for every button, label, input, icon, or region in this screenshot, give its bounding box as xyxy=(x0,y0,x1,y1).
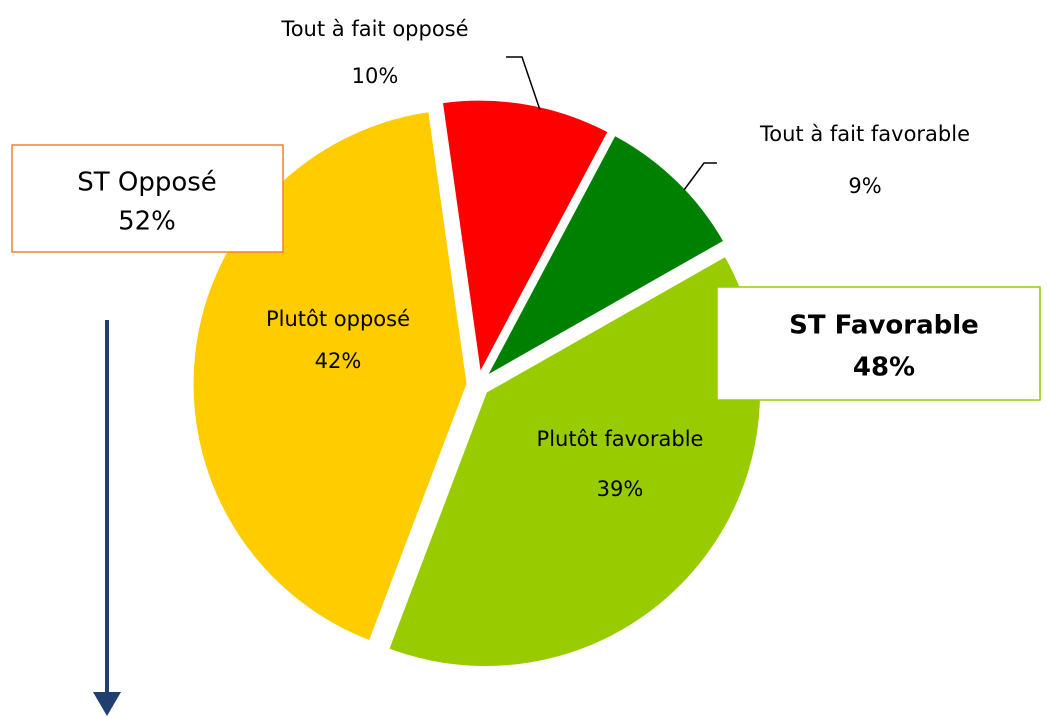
slice-value-label: 39% xyxy=(597,477,644,501)
slice-value-label: 9% xyxy=(848,174,881,198)
pie-slice xyxy=(481,132,727,382)
slice-label: Plutôt favorable xyxy=(537,427,704,451)
leader-line xyxy=(683,162,717,191)
annotation-label: 48% xyxy=(853,353,915,383)
annotation-box xyxy=(716,286,1041,401)
annotation-text: ST Favorable xyxy=(789,311,979,341)
pie-slice xyxy=(439,97,612,380)
annotation-text: ST Opposé xyxy=(77,168,217,198)
slice-label: Plutôt opposé xyxy=(266,307,410,331)
slice-value-label: 10% xyxy=(352,64,399,88)
slice-label: Tout à fait opposé xyxy=(280,17,468,41)
slice-value-label: 42% xyxy=(315,349,362,373)
annotation-label: 52% xyxy=(118,207,176,237)
leader-line xyxy=(506,56,541,111)
slice-label: Tout à fait favorable xyxy=(759,122,970,146)
annotation-box xyxy=(11,144,284,253)
arrow-head xyxy=(93,692,121,716)
